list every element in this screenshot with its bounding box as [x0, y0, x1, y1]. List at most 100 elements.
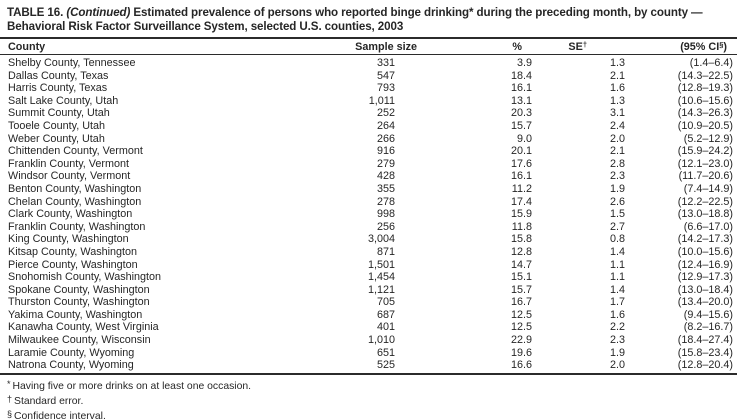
table-row: Windsor County, Vermont 428 16.1 2.3 (11…	[0, 170, 737, 183]
ci-cell: (18.4–27.4)	[677, 334, 733, 347]
county-cell: Pierce County, Washington	[8, 258, 138, 271]
se-cell: 1.1	[609, 258, 625, 271]
percent-cell: 12.8	[510, 245, 532, 258]
ci-cell: (12.4–16.9)	[677, 258, 733, 271]
percent-cell: 11.8	[511, 220, 532, 233]
percent-cell: 9.0	[516, 132, 532, 145]
percent-cell: 15.8	[510, 233, 532, 246]
county-cell: Snohomish County, Washington	[8, 271, 162, 284]
se-cell: 2.0	[609, 359, 625, 372]
table-row: Spokane County, Washington 1,121 15.7 1.…	[0, 284, 737, 297]
ci-cell: (15.9–24.2)	[677, 145, 733, 158]
sample-size-cell: 401	[376, 321, 395, 334]
sample-size-cell: 279	[376, 157, 395, 170]
table-row: Shelby County, Tennessee 331 3.9 1.3 (1.…	[0, 55, 737, 70]
county-cell: Milwaukee County, Wisconsin	[8, 334, 151, 347]
sample-size-cell: 252	[376, 107, 395, 120]
sample-size-cell: 998	[376, 208, 395, 221]
section-footnote-marker: §	[719, 40, 724, 49]
county-cell: King County, Washington	[8, 233, 129, 246]
ci-cell: (13.4–20.0)	[677, 296, 733, 309]
ci-cell: (14.3–26.3)	[677, 107, 733, 120]
sample-size-cell: 687	[376, 308, 395, 321]
ci-cell: (14.3–22.5)	[677, 69, 733, 82]
sample-size-cell: 793	[376, 82, 395, 95]
ci-cell: (10.9–20.5)	[677, 119, 733, 132]
sample-size-cell: 525	[376, 359, 395, 372]
sample-size-cell: 428	[376, 170, 395, 183]
continued-label: (Continued)	[66, 6, 131, 19]
ci-label-close: )	[723, 41, 727, 53]
sample-size-cell: 705	[376, 296, 395, 309]
se-cell: 1.7	[609, 296, 625, 309]
sample-size-cell: 1,011	[368, 94, 395, 107]
county-cell: Kanawha County, West Virginia	[8, 321, 159, 334]
county-cell: Weber County, Utah	[8, 132, 105, 145]
se-cell: 1.4	[609, 245, 625, 258]
county-cell: Chelan County, Washington	[8, 195, 142, 208]
se-cell: 3.1	[609, 107, 625, 120]
table-row: Kitsap County, Washington 871 12.8 1.4 (…	[0, 246, 737, 259]
ci-cell: (15.8–23.4)	[677, 346, 733, 359]
table-row: Weber County, Utah 266 9.0 2.0 (5.2–12.9…	[0, 133, 737, 146]
percent-cell: 15.9	[510, 208, 532, 221]
dagger-footnote-marker: †	[582, 40, 587, 49]
se-cell: 1.6	[609, 308, 625, 321]
percent-cell: 18.4	[510, 69, 532, 82]
table-row: Chittenden County, Vermont 916 20.1 2.1 …	[0, 145, 737, 158]
se-cell: 2.7	[609, 220, 625, 233]
percent-cell: 11.2	[511, 182, 532, 195]
ci-cell: (11.7–20.6)	[678, 170, 733, 183]
prevalence-table: County Sample size % SE† (95% CI§) Shelb…	[0, 39, 737, 372]
ci-cell: (14.2–17.3)	[677, 233, 733, 246]
percent-cell: 16.7	[510, 296, 532, 309]
sample-size-cell: 916	[376, 145, 395, 158]
footnote-text: Confidence interval.	[14, 410, 106, 419]
se-label: SE	[568, 41, 583, 53]
table-number-label: TABLE 16.	[7, 6, 64, 19]
table-row: Thurston County, Washington 705 16.7 1.7…	[0, 296, 737, 309]
ci-cell: (12.9–17.3)	[677, 271, 733, 284]
percent-cell: 12.5	[510, 321, 532, 334]
sample-size-cell: 871	[376, 245, 395, 258]
sample-size-cell: 651	[376, 346, 395, 359]
ci-cell: (12.2–22.5)	[677, 195, 733, 208]
percent-cell: 16.1	[510, 82, 532, 95]
sample-size-cell: 3,004	[367, 233, 395, 246]
se-cell: 2.1	[609, 145, 625, 158]
county-cell: Natrona County, Wyoming	[8, 359, 134, 372]
col-header-ci: (95% CI§)	[627, 39, 737, 55]
percent-cell: 17.6	[510, 157, 532, 170]
table-row: Natrona County, Wyoming 525 16.6 2.0 (12…	[0, 359, 737, 372]
se-cell: 2.0	[609, 132, 625, 145]
percent-cell: 15.7	[510, 283, 532, 296]
table-row: Tooele County, Utah 264 15.7 2.4 (10.9–2…	[0, 120, 737, 133]
table-row: King County, Washington 3,004 15.8 0.8 (…	[0, 233, 737, 246]
table-row: Chelan County, Washington 278 17.4 2.6 (…	[0, 196, 737, 209]
table-row: Clark County, Washington 998 15.9 1.5 (1…	[0, 208, 737, 221]
se-cell: 2.3	[609, 170, 625, 183]
county-cell: Clark County, Washington	[8, 208, 133, 221]
ci-cell: (10.0–15.6)	[677, 245, 733, 258]
sample-size-cell: 355	[376, 182, 395, 195]
ci-cell: (1.4–6.4)	[689, 57, 733, 69]
table-row: Dallas County, Texas 547 18.4 2.1 (14.3–…	[0, 70, 737, 83]
se-cell: 1.5	[609, 208, 625, 221]
sample-size-cell: 547	[376, 69, 395, 82]
county-cell: Windsor County, Vermont	[8, 170, 131, 183]
percent-cell: 14.7	[510, 258, 532, 271]
asterisk-symbol: *	[7, 378, 11, 389]
table-row: Salt Lake County, Utah 1,011 13.1 1.3 (1…	[0, 95, 737, 108]
ci-cell: (7.4–14.9)	[683, 182, 733, 195]
sample-size-cell: 1,501	[367, 258, 395, 271]
ci-cell: (13.0–18.4)	[677, 283, 733, 296]
sample-size-cell: 1,454	[367, 271, 395, 284]
sample-size-cell: 256	[376, 220, 395, 233]
table-row: Summit County, Utah 252 20.3 3.1 (14.3–2…	[0, 107, 737, 120]
ci-cell: (8.2–16.7)	[683, 321, 733, 334]
sample-size-cell: 331	[376, 57, 395, 69]
table-row: Franklin County, Washington 256 11.8 2.7…	[0, 221, 737, 234]
ci-cell: (12.8–19.3)	[677, 82, 733, 95]
table-row: Snohomish County, Washington 1,454 15.1 …	[0, 271, 737, 284]
sample-size-cell: 278	[376, 195, 395, 208]
